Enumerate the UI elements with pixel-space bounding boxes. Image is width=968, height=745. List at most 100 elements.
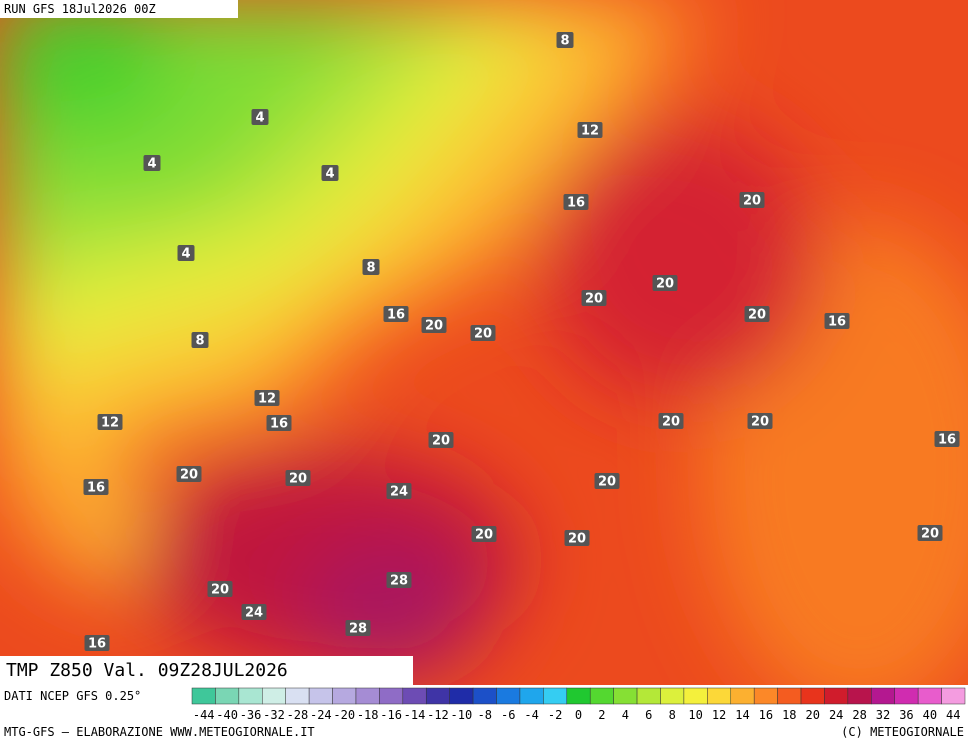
legend-swatch bbox=[215, 687, 240, 705]
legend-tick: 8 bbox=[669, 708, 676, 722]
legend-swatch bbox=[660, 687, 685, 705]
label-box bbox=[83, 479, 109, 495]
contour-label: 16 bbox=[88, 637, 106, 652]
contour-label: 16 bbox=[828, 315, 846, 330]
legend-swatch bbox=[847, 687, 872, 705]
legend-tick: -40 bbox=[216, 708, 238, 722]
legend-tick: 28 bbox=[852, 708, 866, 722]
label-box bbox=[594, 473, 620, 489]
contour-label: 16 bbox=[567, 196, 585, 211]
label-box bbox=[470, 325, 496, 341]
label-box bbox=[658, 413, 684, 429]
legend-swatch bbox=[871, 687, 895, 705]
legend-swatch bbox=[589, 687, 614, 705]
legend-swatch bbox=[894, 687, 919, 705]
title-box bbox=[0, 656, 413, 685]
legend-swatch bbox=[472, 687, 497, 705]
legend-swatch bbox=[262, 687, 286, 705]
contour-label: 16 bbox=[387, 308, 405, 323]
label-box bbox=[824, 313, 850, 329]
legend-swatch bbox=[191, 687, 216, 705]
legend-swatch bbox=[519, 687, 544, 705]
legend-source: DATI NCEP GFS 0.25° bbox=[4, 689, 141, 703]
contour-label: 4 bbox=[181, 247, 190, 262]
contour-label: 20 bbox=[432, 434, 450, 449]
contour-label: 16 bbox=[270, 417, 288, 432]
legend-swatch bbox=[613, 687, 638, 705]
label-box bbox=[934, 431, 960, 447]
legend-swatch bbox=[285, 687, 310, 705]
legend-tick: 16 bbox=[759, 708, 773, 722]
legend-tick: 14 bbox=[735, 708, 749, 722]
legend-swatch bbox=[496, 687, 521, 705]
legend-swatch bbox=[636, 687, 661, 705]
contour-label: 4 bbox=[325, 167, 334, 182]
label-box bbox=[563, 194, 589, 210]
contour-label: 20 bbox=[656, 277, 674, 292]
contour-label: 12 bbox=[581, 124, 599, 139]
label-box bbox=[917, 525, 943, 541]
contour-label: 20 bbox=[662, 415, 680, 430]
legend-tick: 4 bbox=[622, 708, 629, 722]
label-box bbox=[254, 390, 280, 406]
legend-tick: 18 bbox=[782, 708, 796, 722]
legend-tick: 12 bbox=[712, 708, 726, 722]
contour-label: 16 bbox=[87, 481, 105, 496]
label-box bbox=[428, 432, 454, 448]
header-box bbox=[0, 0, 238, 18]
label-box bbox=[471, 526, 497, 542]
label-box bbox=[97, 414, 123, 430]
label-box bbox=[345, 620, 371, 636]
label-box bbox=[266, 415, 292, 431]
label-box bbox=[421, 317, 447, 333]
legend-swatch bbox=[355, 687, 380, 705]
contour-label: 24 bbox=[245, 606, 263, 621]
legend-tick: 32 bbox=[876, 708, 890, 722]
legend-swatch bbox=[308, 687, 333, 705]
contour-label: 20 bbox=[748, 308, 766, 323]
label-box bbox=[177, 245, 195, 261]
legend-tick: -20 bbox=[333, 708, 355, 722]
temperature-field bbox=[0, 0, 968, 685]
legend-tick: -16 bbox=[380, 708, 402, 722]
contour-label: 12 bbox=[101, 416, 119, 431]
legend-tick: -10 bbox=[451, 708, 473, 722]
legend-tick: -4 bbox=[524, 708, 538, 722]
legend-swatch bbox=[707, 687, 732, 705]
legend-tick: 44 bbox=[946, 708, 960, 722]
label-box bbox=[285, 470, 311, 486]
contour-label: 8 bbox=[195, 334, 204, 349]
contour-label: 12 bbox=[258, 392, 276, 407]
contour-label: 28 bbox=[390, 574, 408, 589]
contour-label: 20 bbox=[211, 583, 229, 598]
contour-label: 24 bbox=[390, 485, 408, 500]
contour-label: 20 bbox=[598, 475, 616, 490]
legend-tick: -28 bbox=[287, 708, 309, 722]
legend-tick: -14 bbox=[404, 708, 426, 722]
contour-label: 20 bbox=[475, 528, 493, 543]
legend-tick: 24 bbox=[829, 708, 843, 722]
label-box bbox=[383, 306, 409, 322]
contour-label: 4 bbox=[255, 111, 264, 126]
contour-label: 8 bbox=[560, 34, 569, 49]
label-box bbox=[386, 483, 412, 499]
legend-swatch bbox=[449, 687, 474, 705]
label-box bbox=[143, 155, 161, 171]
legend-tick: 2 bbox=[598, 708, 605, 722]
contour-label: 20 bbox=[425, 319, 443, 334]
contour-label: 8 bbox=[366, 261, 375, 276]
legend-swatch bbox=[379, 687, 404, 705]
legend-swatch bbox=[941, 687, 966, 705]
legend-tick: -2 bbox=[548, 708, 562, 722]
contour-label: 28 bbox=[349, 622, 367, 637]
label-box bbox=[577, 122, 603, 138]
legend-swatch bbox=[683, 687, 708, 705]
legend-tick: -12 bbox=[427, 708, 449, 722]
label-box bbox=[581, 290, 607, 306]
legend-swatch bbox=[238, 687, 263, 705]
label-box bbox=[241, 604, 267, 620]
legend-tick: 6 bbox=[645, 708, 652, 722]
contour-label: 20 bbox=[180, 468, 198, 483]
legend-tick: 20 bbox=[806, 708, 820, 722]
